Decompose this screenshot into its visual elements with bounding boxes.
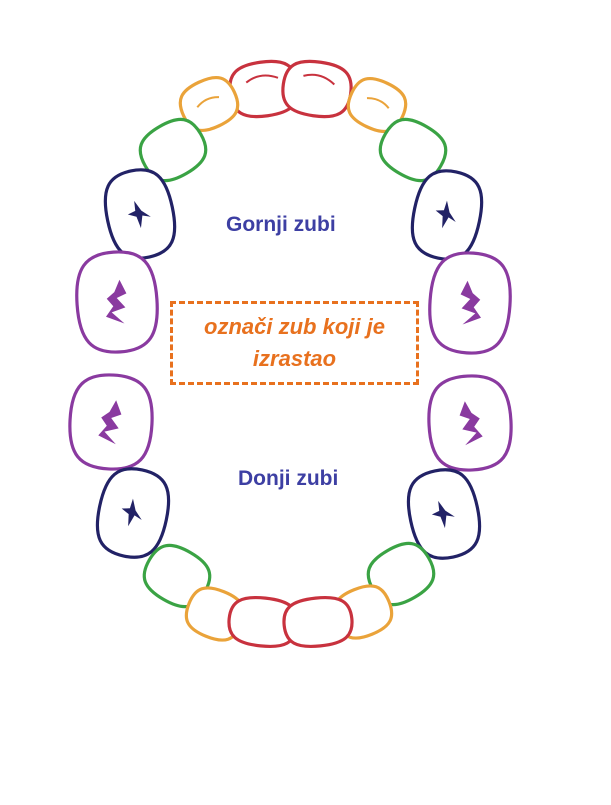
lower-right-first-molar-fissure-mark xyxy=(121,498,142,527)
lower-left-canine[interactable] xyxy=(360,535,442,614)
lower-teeth-label: Donji zubi xyxy=(238,467,339,490)
upper-left-first-molar-fissure-mark xyxy=(435,200,456,229)
upper-left-second-molar-fissure-mark xyxy=(460,280,481,325)
upper-right-second-molar-fissure-mark xyxy=(106,279,127,324)
tooth-marks-group xyxy=(98,73,483,529)
lower-left-first-molar-fissure-mark xyxy=(431,500,455,529)
upper-right-lateral-incisor-edge-mark xyxy=(196,96,220,108)
upper-right-central-incisor-edge-mark xyxy=(245,74,279,84)
lower-left-central-incisor[interactable] xyxy=(282,595,355,650)
upper-left-lateral-incisor-edge-mark xyxy=(366,97,390,109)
upper-right-first-molar-fissure-mark xyxy=(127,200,151,229)
lower-right-second-molar-fissure-mark xyxy=(98,400,122,445)
instruction-text: označi zub koji je izrastao xyxy=(204,314,385,371)
upper-right-canine[interactable] xyxy=(132,111,214,190)
upper-left-central-incisor[interactable] xyxy=(280,58,355,121)
lower-left-second-molar-fissure-mark xyxy=(459,401,483,446)
instruction-box: označi zub koji je izrastao xyxy=(170,301,419,385)
upper-left-central-incisor-edge-mark xyxy=(303,73,336,86)
upper-left-canine[interactable] xyxy=(372,111,454,190)
upper-teeth-label: Gornji zubi xyxy=(226,213,336,236)
upper-left-lateral-incisor[interactable] xyxy=(341,71,412,138)
teeth-group xyxy=(68,58,513,650)
upper-right-lateral-incisor[interactable] xyxy=(173,70,244,137)
